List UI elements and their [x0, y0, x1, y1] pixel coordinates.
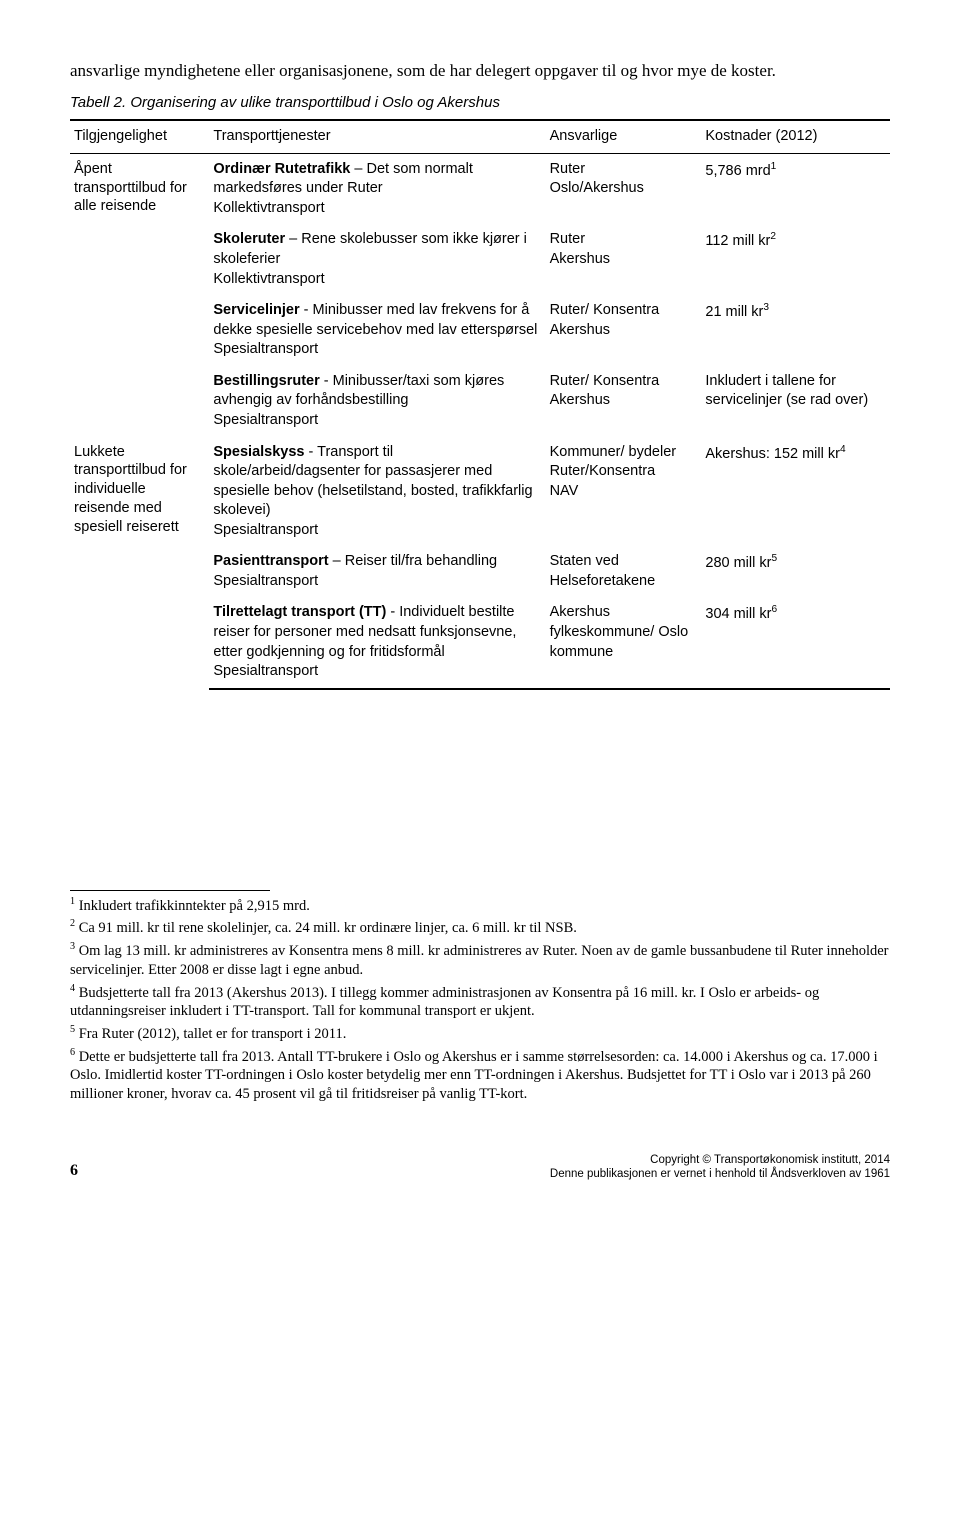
responsible-line: Ruter/ Konsentra: [550, 372, 696, 392]
footnote-ref: 4: [840, 444, 846, 455]
cell-responsible: Ruter/ Konsentra Akershus: [546, 366, 702, 437]
header-transporttjenester: Transporttjenester: [209, 120, 545, 153]
cell-cost: 5,786 mrd1: [701, 153, 890, 224]
cell-service: Ordinær Rutetrafikk – Det som normalt ma…: [209, 153, 545, 224]
responsible-line: Kommuner/ bydeler: [550, 443, 696, 463]
cost-value: Akershus: 152 mill kr: [705, 445, 840, 461]
service-type: Spesialtransport: [213, 662, 539, 682]
responsible-line: NAV: [550, 482, 696, 502]
cost-value: 280 mill kr: [705, 555, 771, 571]
cost-value: 5,786 mrd: [705, 163, 770, 179]
responsible-line: Staten ved Helseforetakene: [550, 552, 696, 591]
cell-responsible: Kommuner/ bydeler Ruter/Konsentra NAV: [546, 437, 702, 547]
responsible-line: Akershus: [550, 321, 696, 341]
service-desc: – Reiser til/fra behandling: [329, 553, 497, 569]
footnotes-block: 1 Inkludert trafikkinntekter på 2,915 mr…: [70, 890, 890, 1104]
footnote: 1 Inkludert trafikkinntekter på 2,915 mr…: [70, 895, 890, 916]
cell-service: Skoleruter – Rene skolebusser som ikke k…: [209, 224, 545, 295]
header-kostnader: Kostnader (2012): [701, 120, 890, 153]
table-header-row: Tilgjengelighet Transporttjenester Ansva…: [70, 120, 890, 153]
service-type: Spesialtransport: [213, 572, 539, 592]
footnote-rule: [70, 890, 270, 891]
header-tilgjengelighet: Tilgjengelighet: [70, 120, 209, 153]
category-open: Åpent transporttilbud for alle reisende: [70, 153, 209, 436]
cost-value: 21 mill kr: [705, 304, 763, 320]
cost-value: Inkludert i tallene for servicelinjer (s…: [705, 373, 868, 409]
service-type: Kollektivtransport: [213, 199, 539, 219]
cell-service: Tilrettelagt transport (TT) - Individuel…: [209, 597, 545, 688]
cell-responsible: Ruter Oslo/Akershus: [546, 153, 702, 224]
cost-value: 304 mill kr: [705, 606, 771, 622]
footnote-ref: 5: [771, 553, 777, 564]
responsible-line: Ruter: [550, 230, 696, 250]
footnote: 4 Budsjetterte tall fra 2013 (Akershus 2…: [70, 982, 890, 1022]
footnote-text: Inkludert trafikkinntekter på 2,915 mrd.: [75, 898, 310, 914]
cell-service: Spesialskyss - Transport til skole/arbei…: [209, 437, 545, 547]
footnote: 6 Dette er budsjetterte tall fra 2013. A…: [70, 1046, 890, 1104]
cell-responsible: Akershus fylkeskommune/ Oslo kommune: [546, 597, 702, 688]
responsible-line: Akershus: [550, 250, 696, 270]
cell-cost: 112 mill kr2: [701, 224, 890, 295]
footnote-text: Om lag 13 mill. kr administreres av Kons…: [70, 943, 889, 978]
footnote-text: Fra Ruter (2012), tallet er for transpor…: [75, 1026, 346, 1042]
table-row: Lukkete transporttilbud for individuelle…: [70, 437, 890, 547]
copyright-line: Denne publikasjonen er vernet i henhold …: [550, 1168, 890, 1182]
footnote-text: Ca 91 mill. kr til rene skolelinjer, ca.…: [75, 920, 577, 936]
footnote-ref: 3: [763, 302, 769, 313]
cell-responsible: Ruter Akershus: [546, 224, 702, 295]
service-name: Pasienttransport: [213, 553, 328, 569]
cell-service: Servicelinjer - Minibusser med lav frekv…: [209, 295, 545, 366]
service-name: Ordinær Rutetrafikk: [213, 161, 350, 177]
service-name: Spesialskyss: [213, 444, 304, 460]
cell-cost: Inkludert i tallene for servicelinjer (s…: [701, 366, 890, 437]
service-name: Skoleruter: [213, 231, 285, 247]
cell-cost: Akershus: 152 mill kr4: [701, 437, 890, 547]
footnote-ref: 6: [771, 604, 777, 615]
service-type: Kollektivtransport: [213, 270, 539, 290]
cell-cost: 21 mill kr3: [701, 295, 890, 366]
cost-value: 112 mill kr: [705, 233, 770, 249]
service-type: Spesialtransport: [213, 340, 539, 360]
intro-text: ansvarlige myndighetene eller organisasj…: [70, 60, 890, 83]
service-name: Tilrettelagt transport (TT): [213, 604, 386, 620]
footnote: 2 Ca 91 mill. kr til rene skolelinjer, c…: [70, 917, 890, 938]
transport-table: Tilgjengelighet Transporttjenester Ansva…: [70, 119, 890, 690]
responsible-line: Ruter/ Konsentra: [550, 301, 696, 321]
footnote: 5 Fra Ruter (2012), tallet er for transp…: [70, 1023, 890, 1044]
responsible-line: Ruter/Konsentra: [550, 462, 696, 482]
copyright-line: Copyright © Transportøkonomisk institutt…: [550, 1154, 890, 1168]
header-ansvarlige: Ansvarlige: [546, 120, 702, 153]
footnote-text: Budsjetterte tall fra 2013 (Akershus 201…: [70, 984, 819, 1019]
cell-service: Bestillingsruter - Minibusser/taxi som k…: [209, 366, 545, 437]
category-closed: Lukkete transporttilbud for individuelle…: [70, 437, 209, 689]
cell-responsible: Staten ved Helseforetakene: [546, 546, 702, 597]
responsible-line: Akershus fylkeskommune/ Oslo kommune: [550, 603, 696, 662]
cell-responsible: Ruter/ Konsentra Akershus: [546, 295, 702, 366]
table-caption: Tabell 2. Organisering av ulike transpor…: [70, 93, 890, 113]
service-type: Spesialtransport: [213, 521, 539, 541]
service-type: Spesialtransport: [213, 411, 539, 431]
service-name: Bestillingsruter: [213, 373, 319, 389]
table-row: Åpent transporttilbud for alle reisende …: [70, 153, 890, 224]
footnote: 3 Om lag 13 mill. kr administreres av Ko…: [70, 940, 890, 980]
responsible-line: Oslo/Akershus: [550, 179, 696, 199]
page-footer: 6 Copyright © Transportøkonomisk institu…: [70, 1154, 890, 1182]
cell-cost: 280 mill kr5: [701, 546, 890, 597]
copyright-block: Copyright © Transportøkonomisk institutt…: [550, 1154, 890, 1182]
responsible-line: Ruter: [550, 160, 696, 180]
service-name: Servicelinjer: [213, 302, 299, 318]
page-number: 6: [70, 1160, 78, 1182]
footnote-text: Dette er budsjetterte tall fra 2013. Ant…: [70, 1049, 878, 1103]
cell-service: Pasienttransport – Reiser til/fra behand…: [209, 546, 545, 597]
footnote-ref: 1: [771, 161, 777, 172]
responsible-line: Akershus: [550, 391, 696, 411]
footnote-ref: 2: [770, 231, 776, 242]
cell-cost: 304 mill kr6: [701, 597, 890, 688]
